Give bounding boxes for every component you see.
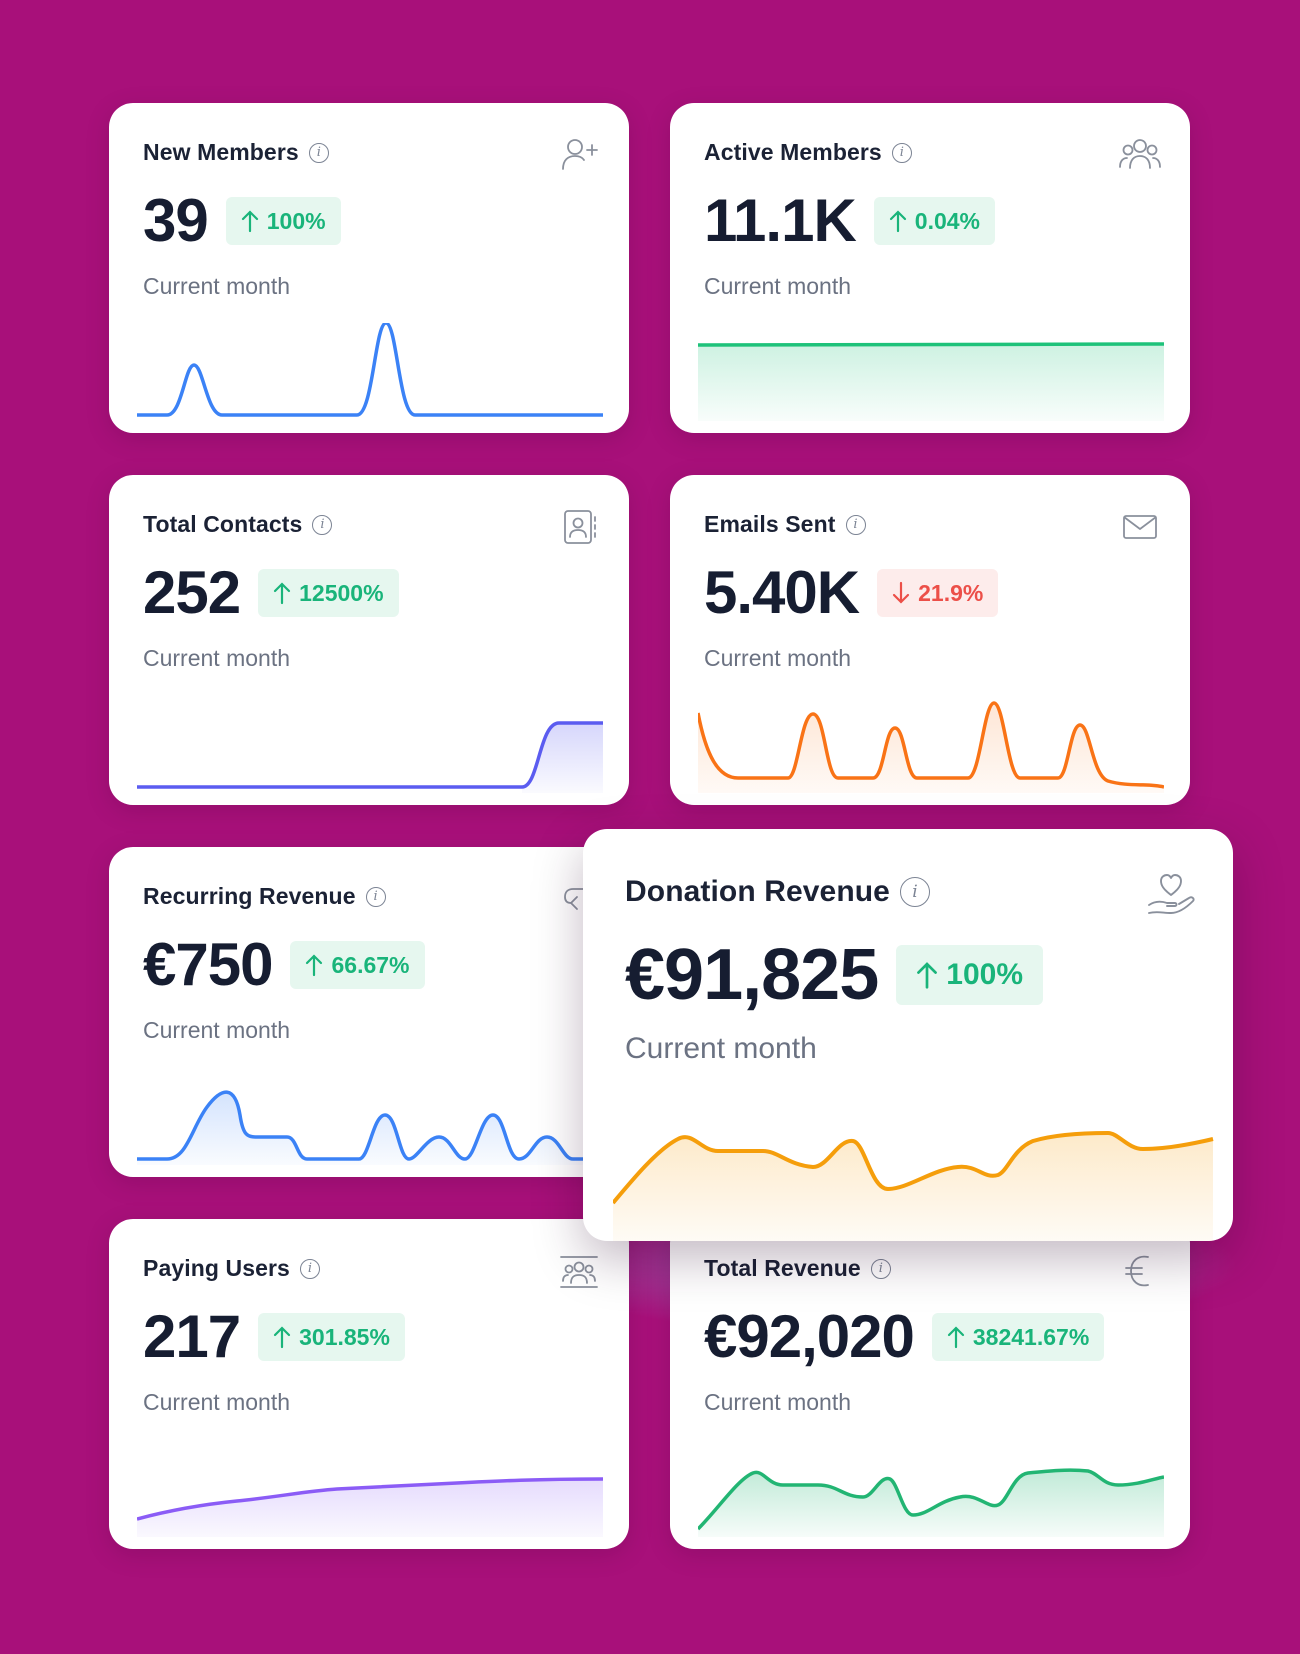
- users-icon: [1119, 139, 1161, 169]
- period-label: Current month: [143, 645, 291, 671]
- info-icon[interactable]: i: [899, 877, 930, 907]
- arrow-up-icon: [274, 1326, 291, 1349]
- change-value: 12500%: [299, 579, 384, 606]
- envelope-icon: [1123, 515, 1157, 539]
- change-badge: 66.67%: [290, 941, 425, 989]
- period-label: Current month: [143, 1017, 291, 1043]
- emails-sent-card[interactable]: Emails Sent i 5.40K 21.9% Current month: [670, 475, 1190, 805]
- sparkline-chart: [698, 342, 1164, 421]
- card-title: Total Revenue: [704, 1255, 861, 1281]
- arrow-up-icon: [306, 954, 323, 977]
- total-revenue-card[interactable]: Total Revenue i €92,020 38241.67% Curren…: [670, 1219, 1190, 1549]
- info-icon[interactable]: i: [365, 886, 386, 907]
- sparkline-chart: [137, 1477, 603, 1537]
- change-badge: 301.85%: [258, 1313, 405, 1361]
- arrow-up-icon: [947, 1326, 964, 1349]
- sparkline-chart: [137, 721, 603, 793]
- card-title: Donation Revenue: [625, 875, 890, 908]
- change-badge: 12500%: [258, 569, 399, 617]
- paying-users-card[interactable]: Paying Users i 217 301.85% Current month: [109, 1219, 629, 1549]
- change-value: 0.04%: [914, 207, 981, 234]
- card-title: Paying Users: [143, 1255, 290, 1281]
- metric-value: 252: [143, 559, 241, 626]
- metric-value: 5.40K: [704, 559, 860, 626]
- euro-icon: [1125, 1255, 1149, 1287]
- active-members-card[interactable]: Active Members i 11.1K 0.04% Current mon…: [670, 103, 1190, 433]
- card-title: Recurring Revenue: [143, 883, 356, 909]
- change-badge: 100%: [896, 945, 1043, 1005]
- arrow-down-icon: [893, 581, 910, 604]
- card-title: Total Contacts: [143, 511, 303, 537]
- info-icon[interactable]: i: [891, 142, 912, 163]
- sparkline-chart: [698, 701, 1164, 793]
- sparkline-chart: [698, 1468, 1164, 1537]
- change-value: 21.9%: [918, 579, 984, 606]
- recurring-revenue-card[interactable]: Recurring Revenue i €750 66.67% Current …: [109, 847, 629, 1177]
- info-icon[interactable]: i: [308, 142, 329, 163]
- info-icon[interactable]: i: [845, 514, 866, 535]
- period-label: Current month: [704, 273, 852, 299]
- metric-value: 217: [143, 1303, 241, 1370]
- contact-book-icon: [564, 510, 596, 544]
- change-badge: 0.04%: [873, 197, 996, 245]
- period-label: Current month: [143, 1389, 291, 1415]
- change-badge: 21.9%: [877, 569, 999, 617]
- metric-value: €92,020: [704, 1303, 915, 1370]
- period-label: Current month: [704, 645, 852, 671]
- period-label: Current month: [625, 1032, 817, 1065]
- recurring-icon: [564, 888, 596, 910]
- sparkline-chart: [613, 1130, 1214, 1241]
- card-title: Active Members: [704, 139, 882, 165]
- metric-value: 11.1K: [704, 187, 857, 254]
- donation-revenue-card[interactable]: Donation Revenue i €91,825 100% Current …: [583, 829, 1233, 1241]
- total-contacts-card[interactable]: Total Contacts i 252 12500% Current mont…: [109, 475, 629, 805]
- info-icon[interactable]: i: [870, 1258, 891, 1279]
- new-members-card[interactable]: New Members i 39 100% Current month: [109, 103, 629, 433]
- metric-value: €91,825: [625, 935, 879, 1015]
- sparkline-chart: [137, 1090, 603, 1165]
- card-title: Emails Sent: [704, 511, 836, 537]
- period-label: Current month: [143, 273, 291, 299]
- info-icon[interactable]: i: [299, 1258, 320, 1279]
- change-value: 38241.67%: [972, 1323, 1090, 1350]
- change-badge: 100%: [225, 197, 341, 245]
- sparkline-chart: [137, 323, 603, 417]
- user-plus-icon: [562, 139, 598, 170]
- metric-value: 39: [143, 187, 209, 254]
- info-icon[interactable]: i: [312, 514, 333, 535]
- arrow-up-icon: [889, 210, 906, 233]
- change-value: 100%: [946, 958, 1023, 991]
- change-value: 100%: [266, 207, 326, 234]
- arrow-up-icon: [274, 582, 291, 605]
- paying-users-icon: [560, 1256, 598, 1288]
- period-label: Current month: [704, 1389, 852, 1415]
- change-value: 301.85%: [299, 1323, 390, 1350]
- arrow-up-icon: [241, 210, 258, 233]
- card-title: New Members: [143, 139, 299, 165]
- change-badge: 38241.67%: [931, 1313, 1105, 1361]
- metric-value: €750: [143, 931, 273, 998]
- arrow-up-icon: [917, 962, 938, 989]
- change-value: 66.67%: [331, 951, 410, 978]
- heart-hand-icon: [1148, 874, 1195, 914]
